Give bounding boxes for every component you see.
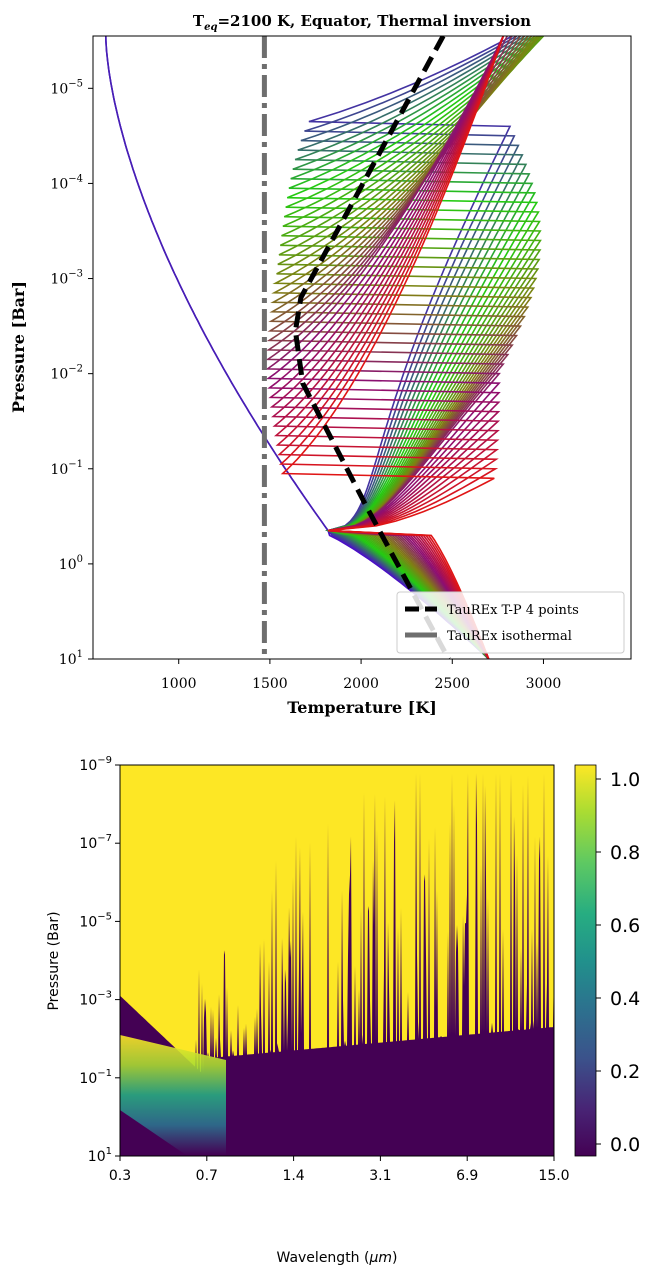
colorbar-tick-label: 0.0 [610, 1134, 640, 1156]
top-x-axis: 1000 1500 2000 2500 3000 [161, 659, 561, 692]
tp-profile-line [300, 36, 522, 659]
colorbar-tick-label: 0.2 [610, 1061, 640, 1083]
tp-profile-line [271, 36, 505, 659]
colorbar-tick-label: 1.0 [610, 769, 640, 791]
y-tick-label: 100 [59, 554, 83, 573]
tp-profile-line [265, 36, 505, 659]
x-tick-label: 1500 [252, 676, 288, 692]
top-plot-frame [92, 35, 632, 660]
colorbar-tick-label: 0.4 [610, 988, 640, 1010]
tp-profile-line [290, 36, 536, 659]
y-tick-label: 10−5 [50, 78, 83, 97]
tp-profile-line [285, 36, 542, 659]
x-tick-label: 3.1 [369, 1168, 391, 1184]
y-tick-label: 10−5 [79, 911, 112, 930]
top-y-axis: 10−5 10−4 10−3 10−2 10−1 100 101 [50, 78, 93, 668]
tp-profile-line [304, 36, 518, 659]
tp-profile-line [278, 36, 544, 659]
tp-profile-line [275, 36, 505, 659]
x-tick-label: 3000 [526, 676, 562, 692]
top-y-axis-label: Pressure [Bar] [9, 281, 28, 413]
tp-profile-line [269, 36, 505, 659]
top-chart: Teq=2100 K, Equator, Thermal inversion 1… [9, 12, 632, 717]
bottom-y-axis: 10−9 10−7 10−5 10−3 10−1 101 [79, 755, 120, 1165]
tp-profile-line [267, 36, 505, 659]
tp-profile-line [282, 36, 544, 659]
tp-profile-line [268, 36, 505, 659]
tp-profile-line [265, 36, 505, 659]
y-tick-label: 10−3 [50, 269, 83, 288]
tp-profile-line [278, 36, 505, 659]
y-tick-label: 10−9 [79, 755, 112, 774]
tp-profile-line [288, 36, 538, 659]
x-tick-label: 15.0 [538, 1168, 569, 1184]
colorbar-gradient [574, 764, 597, 1157]
tp-profile-line [283, 36, 544, 659]
top-series-group [261, 36, 451, 659]
x-tick-label: 2500 [434, 676, 470, 692]
taurex-4points-line [292, 36, 451, 659]
y-tick-label: 10−3 [79, 990, 112, 1009]
y-tick-label: 10−7 [79, 833, 112, 852]
heatmap-opaque-region [120, 773, 554, 1156]
tp-profile-line [280, 36, 505, 659]
contribution-heatmap [120, 765, 554, 1156]
top-chart-title: Teq=2100 K, Equator, Thermal inversion [193, 12, 531, 33]
colorbar-tick-label: 0.6 [610, 915, 640, 937]
tp-profile-line [272, 36, 505, 659]
tp-profile-line [294, 36, 529, 659]
y-tick-label: 101 [59, 649, 83, 668]
bottom-chart: 0.3 0.7 1.4 3.1 6.9 15.0 10−9 10−7 10−5 10−3 10−1… [46, 755, 640, 1265]
tp-profile-line [277, 36, 505, 659]
x-tick-label: 1.4 [282, 1168, 304, 1184]
y-tick-label: 101 [88, 1146, 112, 1165]
colorbar-ticks: 0.0 0.2 0.4 0.6 0.8 1.0 [596, 769, 640, 1156]
x-tick-label: 2000 [343, 676, 379, 692]
bottom-x-axis: 0.3 0.7 1.4 3.1 6.9 15.0 [109, 1156, 570, 1184]
x-tick-label: 0.3 [109, 1168, 131, 1184]
y-tick-label: 10−1 [79, 1068, 112, 1087]
legend-label-4points: TauREx T-P 4 points [447, 603, 579, 618]
tp-profile-line [308, 36, 513, 659]
tp-profile-line [297, 36, 526, 659]
colorbar-tick-label: 0.8 [610, 842, 640, 864]
tp-profile-family [105, 36, 545, 659]
bottom-plot-frame [119, 764, 555, 1157]
legend-label-isothermal: TauREx isothermal [447, 629, 572, 644]
tp-profile-line [105, 36, 490, 659]
x-tick-label: 1000 [161, 676, 197, 692]
top-x-axis-label: Temperature [K] [287, 698, 437, 717]
x-tick-label: 6.9 [456, 1168, 478, 1184]
top-legend: TauREx T-P 4 points TauREx isothermal [396, 591, 625, 654]
y-tick-label: 10−2 [50, 364, 83, 383]
tp-profile-line [273, 36, 505, 659]
heatmap-short-wave-fade [120, 1035, 226, 1155]
bottom-y-axis-label: Pressure (Bar) [46, 911, 62, 1010]
tp-profile-line [286, 36, 541, 659]
legend-box [396, 591, 625, 654]
y-tick-label: 10−4 [50, 173, 83, 192]
tp-profile-line [277, 36, 542, 659]
x-tick-label: 0.7 [196, 1168, 218, 1184]
y-tick-label: 10−1 [50, 459, 83, 478]
bottom-x-axis-label: Wavelength (μm) [277, 1250, 398, 1265]
tp-profile-line [292, 36, 533, 659]
colorbar: 0.0 0.2 0.4 0.6 0.8 1.0 [574, 764, 640, 1157]
